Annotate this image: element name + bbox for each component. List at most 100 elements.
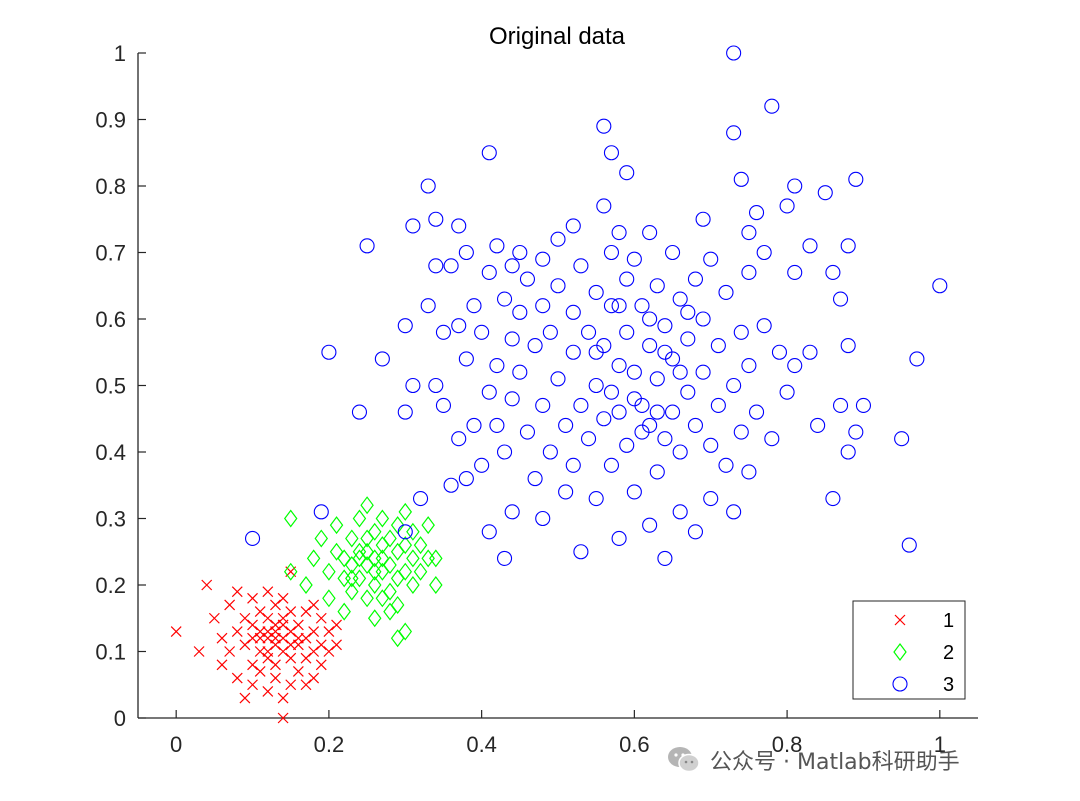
data-point [216,659,228,671]
x-tick-label: 0.2 [314,732,345,757]
data-point [285,639,297,651]
data-point [323,646,335,657]
data-point [262,586,274,598]
data-point [680,304,696,320]
data-point [664,404,681,420]
data-point [588,377,604,394]
data-point [664,244,681,261]
data-point [413,536,428,555]
data-point [519,424,536,440]
data-point [420,298,436,314]
data-point [277,632,289,644]
data-point [428,258,444,274]
data-point [193,646,205,657]
data-point [443,258,459,274]
data-point [360,589,374,608]
data-point [262,646,274,657]
y-tick-label: 0.3 [95,507,126,532]
y-tick-label: 0.6 [95,307,126,332]
data-point [580,324,597,340]
data-point [588,344,604,360]
data-point [932,278,948,294]
data-point [565,457,581,473]
data-point [779,198,795,214]
data-point [308,672,320,684]
data-point [352,542,367,561]
data-point [345,529,359,548]
data-point [779,384,795,400]
data-point [519,271,536,287]
data-point [535,298,551,314]
data-point [741,464,757,480]
data-point [672,364,688,380]
data-point [321,344,337,360]
data-point [535,510,551,527]
data-point [535,251,551,267]
data-point [406,549,420,568]
data-point [840,238,856,254]
data-point [695,364,711,380]
data-point [703,437,719,453]
data-point [726,504,742,520]
data-point [710,338,726,354]
legend-label: 3 [943,674,954,696]
data-point [315,659,327,671]
data-point [710,397,726,414]
data-point [277,646,289,657]
data-point [596,198,612,214]
axes: 0 0.2 0.4 0.6 0.8 1 0 0.1 0.2 0.3 0.4 0.5 0.6 0.7 0.8 0… [95,41,978,757]
data-point [588,284,604,300]
data-point [352,509,367,528]
data-point [208,612,220,624]
data-point [360,496,374,515]
data-point [254,606,266,618]
data-point [649,404,665,420]
data-point [285,679,297,691]
data-point [558,417,574,433]
data-point [512,244,528,261]
data-point [496,291,513,307]
data-point [474,324,490,340]
data-point [397,404,413,420]
data-point [306,549,321,568]
data-point [270,659,281,671]
data-point [262,612,274,624]
wechat-icon [668,747,700,773]
data-point [224,646,236,657]
data-point [603,145,620,161]
data-point [489,417,505,433]
data-point [817,185,833,201]
data-point [337,549,351,568]
legend-marker [894,614,906,626]
data-point [504,331,520,347]
data-point [375,549,390,568]
data-point [451,431,467,447]
data-point [489,357,505,374]
data-point [687,524,704,540]
data-point [527,471,543,487]
data-point [550,371,566,387]
data-point [481,524,497,540]
data-point [802,344,818,360]
data-point [565,218,581,234]
x-tick-label: 0 [170,732,182,757]
data-point [901,537,917,553]
data-point [848,171,864,187]
data-point [300,632,312,644]
data-point [313,504,329,520]
data-point [201,579,213,591]
y-tick-label: 0.2 [95,573,126,598]
data-point [512,304,528,320]
data-point [764,431,780,447]
data-point [741,225,757,241]
x-tick-label: 0.8 [772,732,803,757]
data-point [435,397,452,414]
data-point [657,550,673,566]
data-point [504,258,520,274]
data-point [224,599,236,611]
data-point [406,522,420,541]
data-point [420,178,436,194]
data-point [894,431,910,447]
data-point [611,530,627,547]
y-tick-label: 1 [114,41,126,66]
